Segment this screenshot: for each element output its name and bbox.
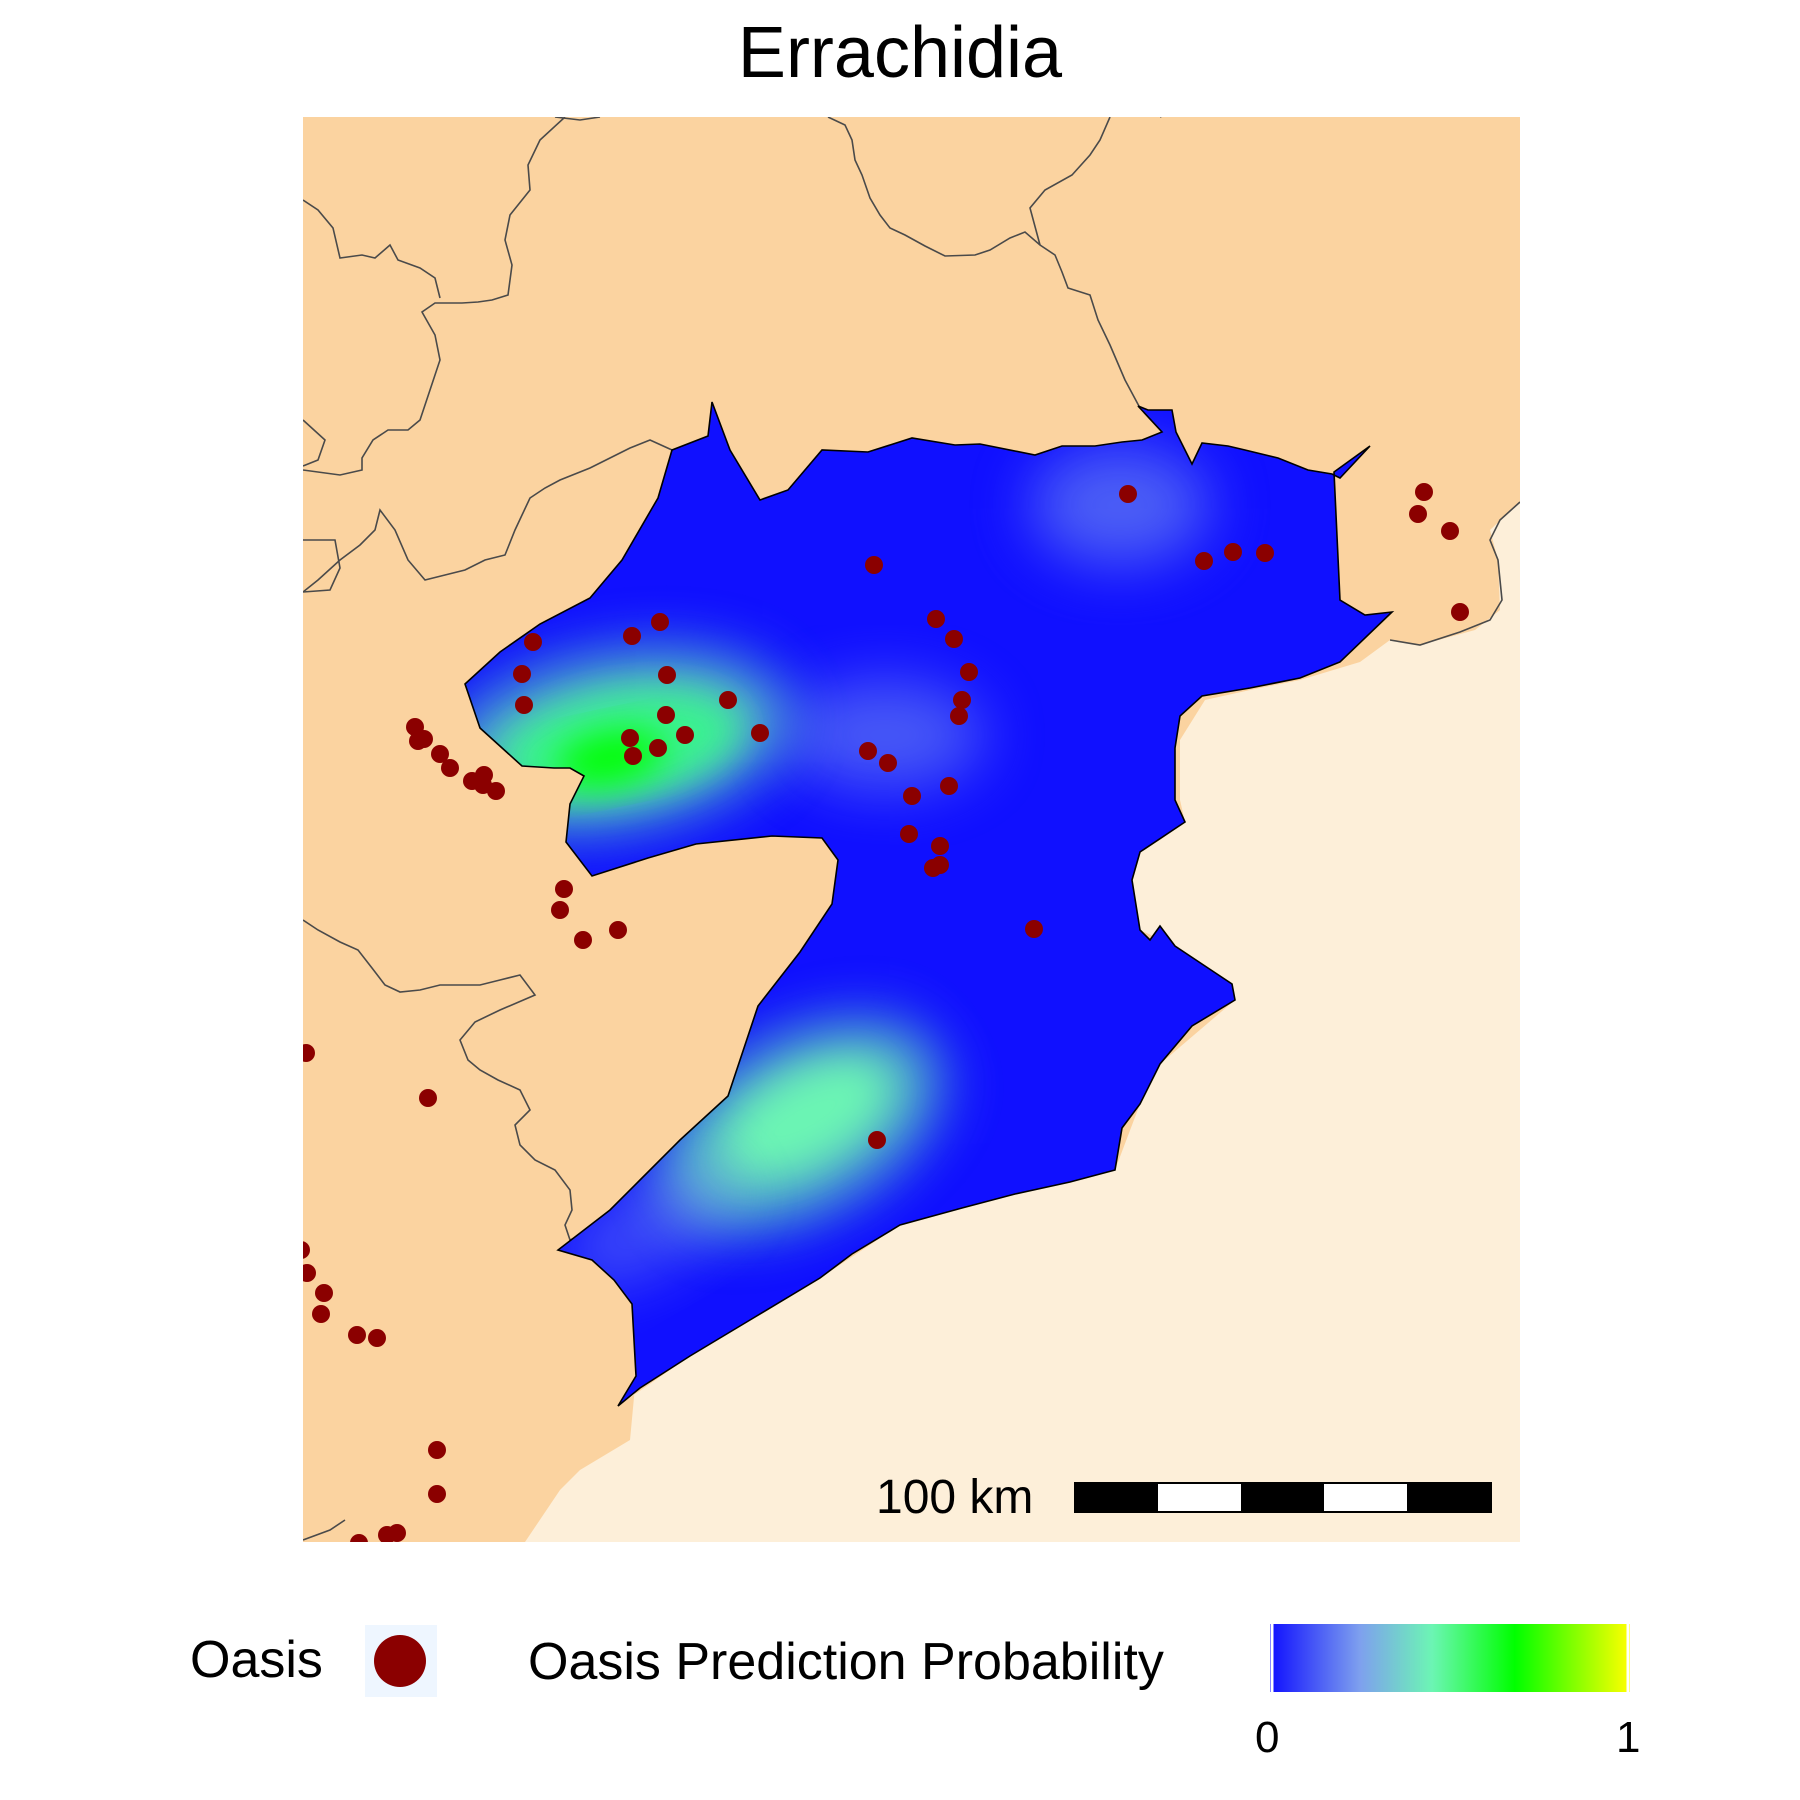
oasis-legend-dot xyxy=(374,1635,426,1687)
colorbar-min-label: 0 xyxy=(1255,1713,1280,1762)
oasis-point xyxy=(388,1524,406,1542)
oasis-point xyxy=(1415,483,1433,501)
oasis-point xyxy=(574,931,592,949)
oasis-point xyxy=(719,691,737,709)
oasis-point xyxy=(1119,485,1137,503)
oasis-point xyxy=(953,691,971,709)
oasis-point xyxy=(1409,505,1427,523)
oasis-point xyxy=(419,1089,437,1107)
province-outline xyxy=(464,401,1395,1407)
oasis-point xyxy=(621,729,639,747)
oasis-point xyxy=(1256,544,1274,562)
oasis-point xyxy=(609,921,627,939)
oasis-point xyxy=(676,726,694,744)
oasis-point xyxy=(303,1044,315,1062)
oasis-point xyxy=(513,665,531,683)
oasis-point xyxy=(1451,603,1469,621)
oasis-point xyxy=(1224,543,1242,561)
oasis-point xyxy=(950,707,968,725)
oasis-point xyxy=(428,1441,446,1459)
oasis-point xyxy=(348,1326,366,1344)
oasis-point xyxy=(931,837,949,855)
administrative-borders xyxy=(303,117,1520,1541)
oasis-point xyxy=(657,706,675,724)
oasis-point xyxy=(940,777,958,795)
oasis-points xyxy=(303,483,1469,1542)
oasis-point xyxy=(868,1131,886,1149)
oasis-point xyxy=(649,739,667,757)
scale-bar-segment xyxy=(1324,1483,1407,1512)
oasis-point xyxy=(487,782,505,800)
oasis-point xyxy=(350,1534,368,1542)
oasis-point xyxy=(751,724,769,742)
probability-colorbar xyxy=(1270,1624,1630,1692)
oasis-point xyxy=(515,696,533,714)
scale-bar-frame xyxy=(1074,1482,1492,1513)
scale-bar-segment xyxy=(1241,1483,1324,1512)
oasis-point xyxy=(859,742,877,760)
scale-bar xyxy=(1074,1482,1492,1513)
oasis-point xyxy=(315,1284,333,1302)
oasis-point xyxy=(551,901,569,919)
scale-bar-segment xyxy=(1158,1483,1241,1512)
oasis-point xyxy=(524,633,542,651)
oasis-point xyxy=(555,880,573,898)
oasis-point xyxy=(903,787,921,805)
oasis-point xyxy=(303,1241,310,1259)
oasis-point xyxy=(428,1485,446,1503)
oasis-point xyxy=(658,666,676,684)
oasis-point xyxy=(368,1329,386,1347)
oasis-point xyxy=(924,859,942,877)
oasis-point xyxy=(415,730,433,748)
oasis-point xyxy=(1025,920,1043,938)
oasis-point xyxy=(1441,522,1459,540)
oasis-point xyxy=(441,759,459,777)
scale-bar-segment xyxy=(1075,1483,1158,1512)
probability-legend-label: Oasis Prediction Probability xyxy=(528,1633,1164,1691)
oasis-point xyxy=(879,754,897,772)
oasis-point xyxy=(900,825,918,843)
oasis-point xyxy=(624,747,642,765)
oasis-point xyxy=(927,610,945,628)
oasis-point xyxy=(945,630,963,648)
map-title: Errachidia xyxy=(737,13,1063,93)
oasis-point xyxy=(431,745,449,763)
oasis-point xyxy=(1195,552,1213,570)
oasis-point xyxy=(651,613,669,631)
scale-bar-segment xyxy=(1407,1483,1491,1512)
colorbar-max-label: 1 xyxy=(1616,1713,1641,1762)
oasis-legend-label: Oasis xyxy=(190,1631,323,1689)
oasis-point xyxy=(960,663,978,681)
oasis-point xyxy=(623,627,641,645)
desert-region xyxy=(525,502,1520,1542)
oasis-point xyxy=(303,1264,316,1282)
oasis-point xyxy=(865,556,883,574)
oasis-point xyxy=(312,1305,330,1323)
scale-bar-label: 100 km xyxy=(876,1471,1034,1524)
